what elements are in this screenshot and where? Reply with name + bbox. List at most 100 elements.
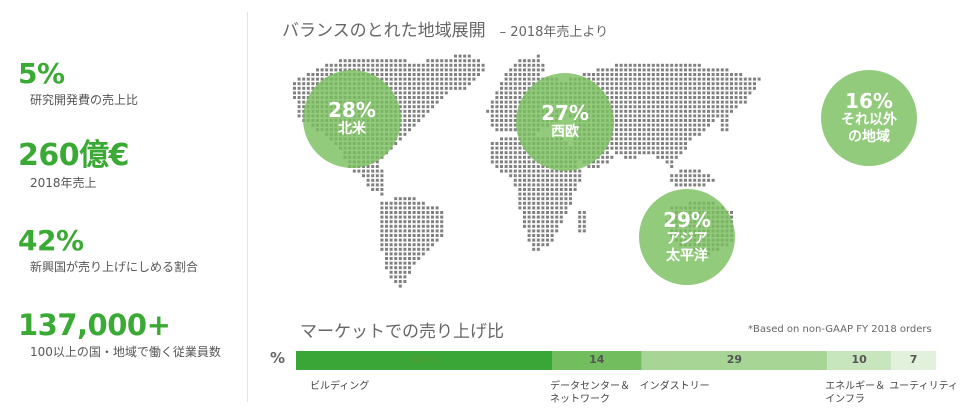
map-dot — [541, 178, 545, 182]
map-dot — [564, 183, 568, 187]
map-dot — [628, 142, 632, 145]
map-dot — [412, 91, 416, 95]
map-dot — [536, 165, 540, 168]
map-dot — [624, 91, 628, 95]
map-dot — [693, 100, 697, 104]
map-dot — [679, 86, 683, 90]
map-dot — [527, 229, 531, 233]
map-dot — [412, 257, 416, 260]
map-dot — [610, 105, 614, 109]
map-dot — [403, 243, 407, 247]
map-dot — [394, 142, 398, 145]
map-dot — [389, 86, 393, 90]
map-dot — [385, 59, 388, 63]
map-dot — [523, 192, 526, 196]
map-dot — [670, 77, 674, 81]
map-dot — [408, 220, 411, 224]
map-dot — [426, 229, 430, 233]
map-dot — [518, 142, 522, 145]
map-dot — [513, 128, 517, 132]
bubble-western-europe: 27% 西欧 — [516, 73, 614, 171]
map-dot — [684, 174, 687, 178]
map-dot — [380, 211, 384, 214]
map-dot — [605, 160, 609, 164]
map-dot — [546, 206, 549, 210]
map-dot — [297, 86, 301, 90]
map-dot — [412, 109, 416, 113]
map-dot — [518, 151, 522, 155]
map-dot — [293, 91, 296, 95]
map-dot — [527, 197, 531, 201]
map-dot — [380, 174, 384, 178]
map-dot — [670, 114, 674, 118]
map-dot — [628, 114, 632, 118]
map-dot — [385, 63, 388, 67]
map-dot — [697, 169, 701, 173]
map-dot — [550, 188, 554, 191]
map-dot — [518, 73, 522, 76]
map-dot — [426, 96, 430, 99]
map-dot — [633, 63, 637, 67]
map-dot — [532, 169, 536, 173]
map-dot — [559, 188, 563, 191]
map-dot — [532, 224, 536, 228]
map-dot — [651, 137, 655, 141]
map-dot — [697, 114, 701, 118]
map-dot — [490, 105, 494, 109]
map-dot — [421, 63, 425, 67]
map-dot — [647, 77, 651, 81]
map-dot — [564, 206, 568, 210]
map-dot — [523, 155, 526, 159]
map-dot — [651, 146, 655, 150]
map-dot — [633, 105, 637, 109]
map-dot — [550, 169, 554, 173]
map-dot — [647, 137, 651, 141]
map-dot — [394, 63, 398, 67]
map-dot — [527, 59, 531, 63]
map-dot — [707, 109, 710, 113]
map-dot — [417, 201, 421, 205]
map-dot — [656, 123, 660, 127]
map-dot — [615, 68, 618, 72]
bar-value-label: 7 — [909, 353, 918, 366]
map-dot — [417, 206, 421, 210]
map-dot — [477, 59, 480, 63]
map-dot — [633, 128, 637, 132]
map-dot — [615, 86, 618, 90]
map-dot — [417, 100, 421, 104]
map-dot — [730, 105, 733, 109]
map-dot — [693, 109, 697, 113]
map-dot — [412, 82, 416, 86]
map-dot — [559, 197, 563, 201]
map-dot — [707, 86, 710, 90]
map-dot — [536, 68, 540, 72]
map-dot — [536, 220, 540, 224]
map-dot — [389, 63, 393, 67]
map-dot — [656, 114, 660, 118]
map-dot — [693, 114, 697, 118]
map-dot — [559, 206, 563, 210]
map-dot — [389, 266, 393, 270]
map-dot — [509, 146, 513, 150]
map-dot — [642, 137, 646, 141]
map-dot — [297, 91, 301, 95]
map-dot — [550, 238, 554, 242]
map-dot — [642, 123, 646, 127]
map-dot — [697, 128, 701, 132]
map-dot — [725, 105, 729, 109]
map-dot — [403, 247, 407, 251]
map-dot — [444, 86, 448, 90]
map-dot — [670, 82, 674, 86]
map-dot — [523, 73, 526, 76]
map-dot — [679, 183, 683, 187]
map-dot — [615, 109, 618, 113]
map-dot — [371, 174, 375, 178]
map-dot — [651, 132, 655, 136]
map-dot — [357, 59, 361, 63]
map-dot — [394, 275, 398, 279]
map-dot — [739, 86, 743, 90]
map-dot — [619, 137, 623, 141]
map-dot — [412, 261, 416, 265]
map-dot — [670, 160, 674, 164]
map-dot — [615, 105, 618, 109]
